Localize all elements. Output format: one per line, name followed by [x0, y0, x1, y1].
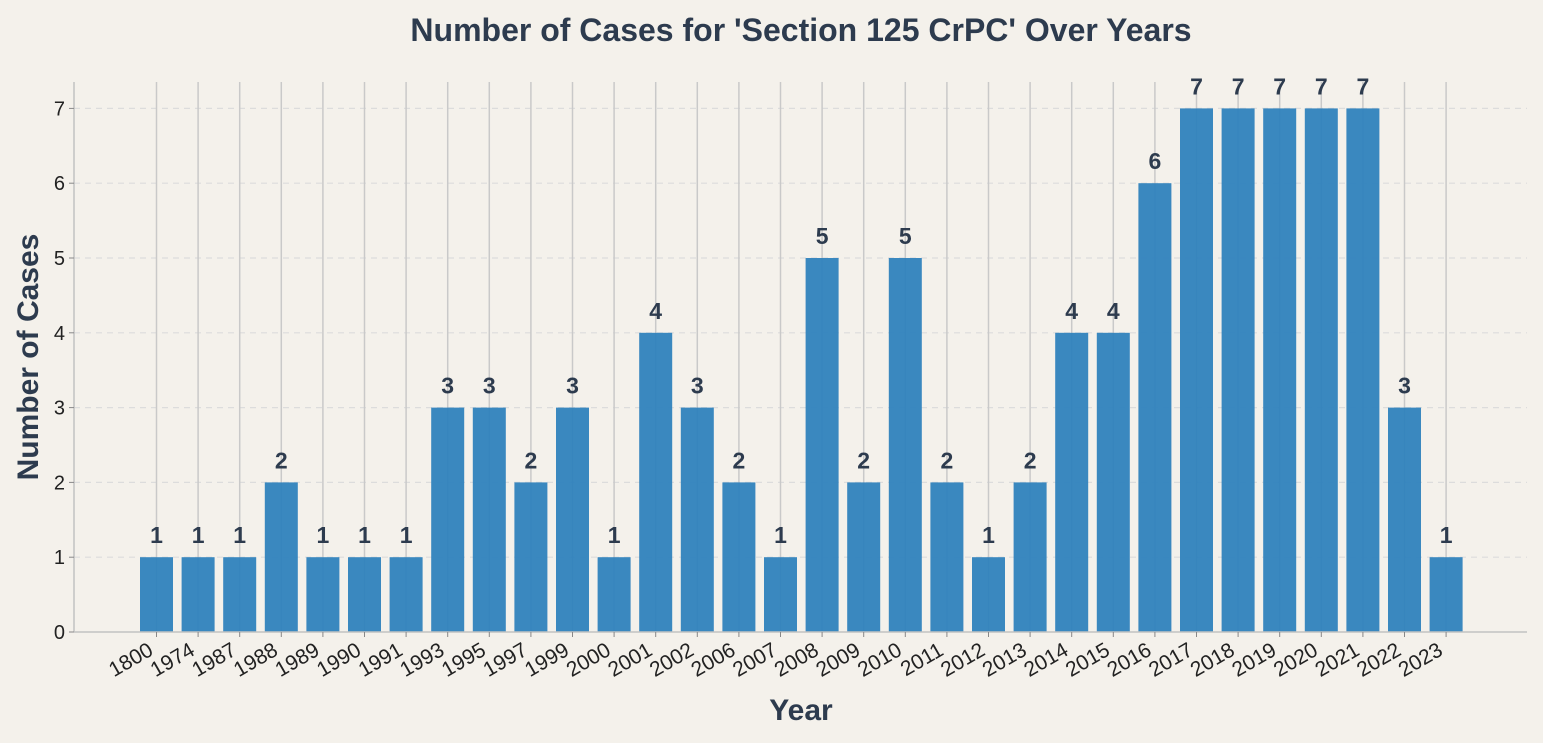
y-tick-label: 7 [54, 98, 65, 120]
bar-2016 [1138, 183, 1172, 632]
bar-1988 [264, 482, 298, 632]
data-label-2011: 2 [941, 447, 954, 473]
x-axis-label: Year [769, 694, 833, 727]
bar-2013 [1013, 482, 1047, 632]
data-label-2002: 3 [691, 373, 704, 399]
bar-2022 [1388, 407, 1421, 632]
data-label-1993: 3 [441, 373, 454, 399]
data-label-2017: 7 [1190, 73, 1203, 99]
y-tick-label: 6 [54, 173, 65, 195]
bar-2014 [1055, 332, 1089, 632]
bar-1995 [472, 407, 506, 632]
data-label-1988: 2 [275, 447, 288, 473]
bar-1997 [514, 482, 548, 632]
bar-2015 [1096, 332, 1130, 632]
bar-2012 [972, 557, 1005, 632]
data-label-1989: 1 [317, 522, 330, 548]
data-label-1974: 1 [192, 522, 205, 548]
data-label-2018: 7 [1232, 73, 1245, 99]
y-tick-label: 1 [54, 547, 65, 569]
y-tick-label: 3 [54, 398, 65, 420]
y-axis-label: Number of Cases [12, 234, 45, 481]
bar-2000 [597, 557, 631, 632]
x-tick-label-2023: 2023 [1395, 638, 1447, 681]
data-label-2009: 2 [857, 447, 870, 473]
bar-2021 [1346, 108, 1380, 632]
bar-1987 [223, 557, 257, 632]
bar-2023 [1429, 557, 1463, 632]
bar-2010 [888, 258, 922, 632]
bar-2001 [639, 332, 673, 632]
data-label-2015: 4 [1107, 298, 1120, 324]
data-label-2021: 7 [1357, 73, 1370, 99]
data-label-1999: 3 [566, 373, 579, 399]
y-tick-label: 5 [54, 248, 65, 270]
bar-1990 [348, 557, 381, 632]
bar-2020 [1304, 108, 1338, 632]
bar-1993 [431, 407, 465, 632]
data-label-1990: 1 [358, 522, 371, 548]
bar-2008 [805, 258, 839, 632]
data-label-2019: 7 [1273, 73, 1286, 99]
data-label-2014: 4 [1065, 298, 1078, 324]
bar-2011 [930, 482, 964, 632]
data-label-2006: 2 [733, 447, 746, 473]
data-label-2016: 6 [1149, 148, 1162, 174]
data-label-1995: 3 [483, 373, 496, 399]
data-label-2001: 4 [649, 298, 662, 324]
y-tick-label: 0 [54, 622, 65, 644]
bar-2009 [847, 482, 881, 632]
bar-2018 [1221, 108, 1255, 632]
data-label-2008: 5 [816, 223, 829, 249]
bar-2006 [722, 482, 756, 632]
bar-1974 [181, 557, 215, 632]
data-label-2013: 2 [1024, 447, 1037, 473]
data-label-2007: 1 [774, 522, 787, 548]
y-tick-label: 4 [54, 323, 65, 345]
data-label-1800: 1 [150, 522, 163, 548]
bar-2019 [1263, 108, 1297, 632]
data-label-2012: 1 [982, 522, 995, 548]
bar-2017 [1180, 108, 1213, 632]
bar-2007 [764, 557, 797, 632]
data-label-1997: 2 [525, 447, 538, 473]
bar-2002 [680, 407, 714, 632]
data-label-2023: 1 [1440, 522, 1453, 548]
bar-1991 [389, 557, 423, 632]
data-label-2010: 5 [899, 223, 912, 249]
data-label-2022: 3 [1398, 373, 1411, 399]
data-label-2020: 7 [1315, 73, 1328, 99]
chart-title: Number of Cases for 'Section 125 CrPC' O… [410, 12, 1191, 48]
data-label-1987: 1 [233, 522, 246, 548]
bar-1999 [556, 407, 589, 632]
bar-1989 [306, 557, 340, 632]
y-tick-label: 2 [54, 472, 65, 494]
data-label-1991: 1 [400, 522, 413, 548]
data-label-2000: 1 [608, 522, 621, 548]
bar-1800 [140, 557, 173, 632]
